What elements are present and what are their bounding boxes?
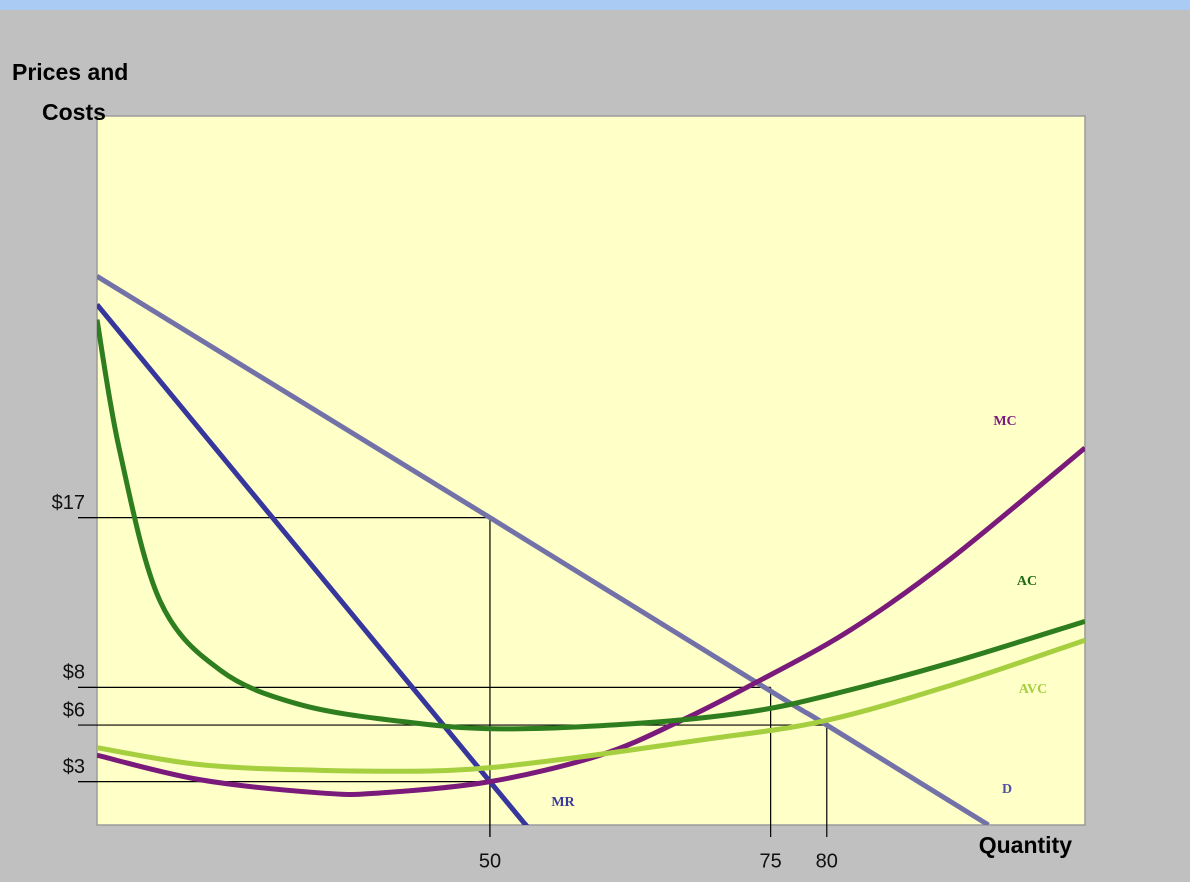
curve-ac [97, 319, 1085, 732]
y-tick-label: $17 [52, 492, 85, 514]
curve-label: AC [1017, 574, 1037, 589]
curve-d [97, 274, 990, 825]
x-tick-label: 80 [816, 850, 838, 872]
curve-label: MR [551, 795, 575, 810]
curve-label: D [1002, 782, 1012, 797]
curve-avc [97, 637, 1085, 774]
curve-label: AVC [1019, 682, 1048, 697]
curve-label: MC [993, 414, 1016, 429]
y-tick-label: $6 [63, 699, 85, 721]
y-axis-title: Costs [42, 99, 106, 125]
curve-mr [97, 302, 530, 825]
top-banner [0, 0, 1190, 10]
x-tick-label: 75 [760, 850, 782, 872]
y-tick-label: $8 [63, 662, 85, 684]
plot-area [96, 115, 1086, 826]
x-axis-title: Quantity [979, 832, 1072, 858]
y-tick-label: $3 [63, 756, 85, 778]
x-tick-label: 50 [479, 850, 501, 872]
y-axis-title: Prices and [12, 59, 128, 85]
